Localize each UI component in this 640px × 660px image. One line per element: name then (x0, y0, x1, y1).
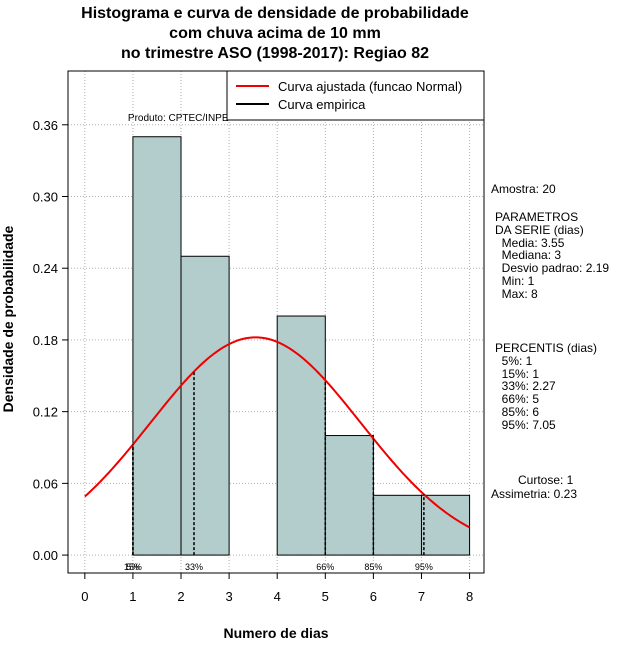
percentile-label-2: 33% (185, 562, 203, 572)
x-tick-label-7: 7 (418, 589, 425, 604)
x-tick-label-1: 1 (129, 589, 136, 604)
percentile-label-0: 5% (126, 562, 139, 572)
y-tick-label-3: 0.18 (33, 333, 58, 348)
percentile-label-1: 15% (124, 562, 142, 572)
percentile-label-4: 85% (364, 562, 382, 572)
x-tick-label-4: 4 (274, 589, 281, 604)
sample-size: Amostra: 20 (491, 182, 556, 196)
chart-title-line-2: com chuva acima de 10 mm (169, 25, 381, 42)
histogram-bar-3 (276, 315, 326, 556)
percentile-label-5: 95% (415, 562, 433, 572)
histogram-bar-0 (132, 136, 182, 556)
histogram-bar-6 (420, 494, 471, 556)
legend-label-1: Curva empirica (278, 97, 366, 112)
curve-layer (84, 336, 471, 529)
y-tick-label-0: 0.00 (33, 548, 58, 563)
x-tick-label-2: 2 (177, 589, 184, 604)
percentiles-list: PERCENTIS (dias) 5%: 1 15%: 1 33%: 2.27 … (495, 341, 598, 432)
axis-layer: 0 1 2 3 4 5 6 7 8 0.00 0.06 0.12 0.18 0.24 0.30 0.36 Pro… (33, 70, 485, 604)
bar-layer (132, 136, 471, 556)
chart-title-line-3: no trimestre ASO (1998-2017): Regiao 82 (121, 45, 429, 62)
y-tick-label-5: 0.30 (33, 190, 58, 205)
y-tick-label-2: 0.12 (33, 405, 58, 420)
legend-layer: Curva ajustada (funcao Normal) Curva empi… (226, 70, 485, 121)
chart-title-line-1: Histograma e curva de densidade de proba… (81, 5, 469, 22)
percentile-label-3: 66% (316, 562, 334, 572)
x-tick-label-8: 8 (466, 589, 473, 604)
series-parameters: PARAMETROS DA SERIE (dias) Media: 3.55 M… (495, 210, 610, 301)
y-axis-label: Densidade de probabilidade (0, 225, 16, 413)
x-tick-label-3: 3 (225, 589, 232, 604)
histogram-bar-4 (324, 435, 374, 556)
x-tick-label-0: 0 (81, 589, 88, 604)
x-tick-label-6: 6 (370, 589, 377, 604)
product-annotation: Produto: CPTEC/INPE (128, 113, 229, 124)
percentile-layer: 5%15% 33% 66% 85% 95% (124, 371, 433, 572)
legend-box (226, 70, 485, 121)
x-tick-label-5: 5 (322, 589, 329, 604)
kurtosis: Curtose: 1 (518, 473, 574, 487)
y-tick-label-4: 0.24 (33, 261, 58, 276)
x-axis-label: Numero de dias (223, 625, 329, 641)
legend-label-0: Curva ajustada (funcao Normal) (278, 79, 462, 94)
histogram-bar-5 (372, 494, 422, 556)
y-tick-label-1: 0.06 (33, 476, 58, 491)
y-tick-label-6: 0.36 (33, 118, 58, 133)
histogram-bar-1 (180, 255, 230, 556)
skewness: Assimetria: 0.23 (491, 487, 578, 501)
normal-fit-curve (84, 336, 471, 529)
